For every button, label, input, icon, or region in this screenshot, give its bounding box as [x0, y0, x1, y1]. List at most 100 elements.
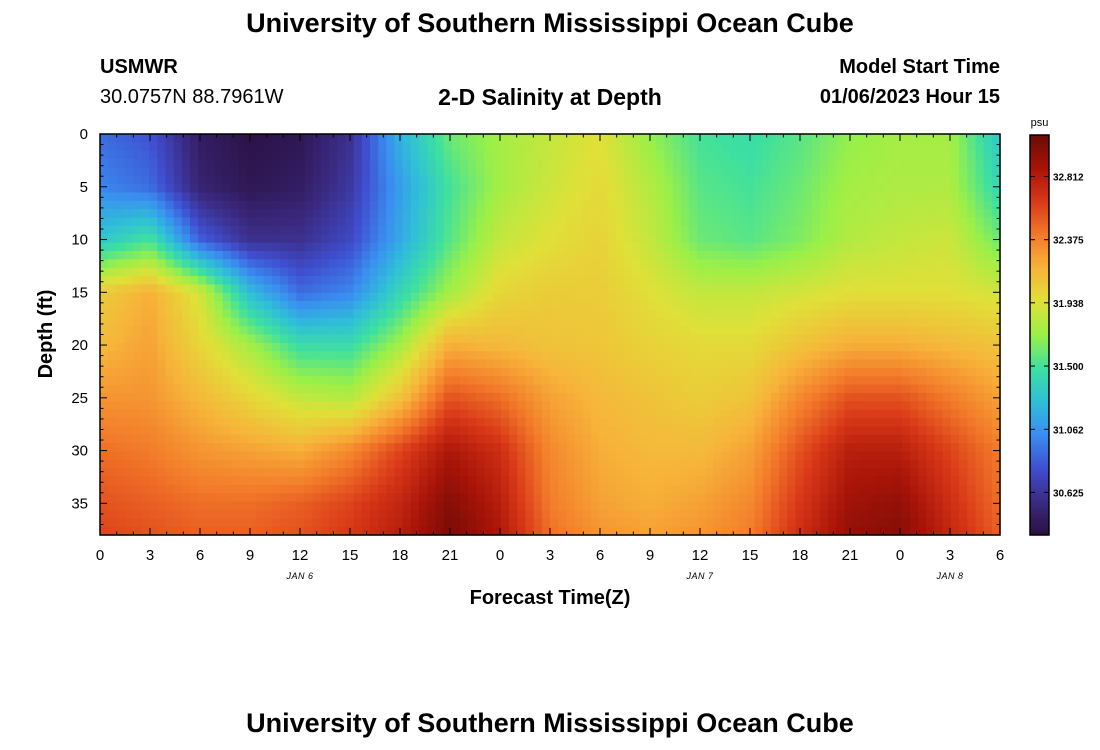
heatmap-cell: [198, 484, 207, 494]
heatmap-cell: [116, 259, 126, 269]
heatmap-cell: [541, 443, 551, 453]
heatmap-cell: [386, 409, 396, 419]
heatmap-cell: [206, 376, 216, 386]
heatmap-cell: [803, 167, 813, 177]
heatmap-cell: [852, 309, 862, 319]
heatmap-cell: [157, 493, 167, 503]
heatmap-cell: [721, 175, 731, 185]
heatmap-cell: [427, 250, 437, 260]
heatmap-cell: [460, 284, 469, 294]
heatmap-cell: [329, 317, 338, 327]
heatmap-cell: [991, 309, 1001, 319]
heatmap-cell: [828, 317, 837, 327]
heatmap-cell: [247, 392, 257, 402]
heatmap-cell: [427, 276, 437, 285]
heatmap-cell: [877, 184, 887, 194]
heatmap-cell: [140, 418, 150, 427]
heatmap-cell: [975, 292, 985, 302]
heatmap-cell: [721, 142, 731, 152]
heatmap-cell: [320, 509, 330, 519]
heatmap-cell: [680, 351, 690, 361]
heatmap-cell: [607, 334, 617, 344]
heatmap-cell: [713, 392, 723, 402]
heatmap-cell: [631, 134, 641, 143]
heatmap-cell: [386, 376, 396, 386]
heatmap-cell: [934, 192, 944, 202]
heatmap-cell: [918, 409, 927, 419]
heatmap-cell: [124, 134, 134, 143]
heatmap-cell: [124, 150, 134, 160]
heatmap-cell: [918, 134, 927, 143]
heatmap-cell: [721, 326, 731, 336]
heatmap-cell: [640, 451, 649, 461]
heatmap-cell: [460, 309, 469, 319]
heatmap-cell: [689, 501, 698, 511]
heatmap-cell: [443, 392, 453, 402]
heatmap-cell: [975, 334, 985, 344]
heatmap-cell: [680, 192, 690, 202]
heatmap-cell: [852, 259, 862, 269]
heatmap-cell: [599, 426, 608, 436]
heatmap-cell: [304, 317, 314, 327]
heatmap-cell: [296, 209, 306, 219]
heatmap-cell: [836, 317, 846, 327]
heatmap-cell: [550, 159, 559, 169]
heatmap-cell: [157, 292, 167, 302]
heatmap-cell: [607, 376, 617, 386]
heatmap-cell: [787, 376, 797, 386]
heatmap-cell: [541, 468, 551, 478]
heatmap-cell: [353, 184, 363, 194]
heatmap-cell: [435, 484, 445, 494]
heatmap-cell: [926, 367, 936, 377]
heatmap-cell: [329, 250, 338, 260]
heatmap-cell: [263, 434, 273, 444]
heatmap-cell: [877, 175, 887, 185]
heatmap-cell: [918, 401, 927, 411]
heatmap-cell: [959, 200, 968, 210]
heatmap-cell: [910, 401, 919, 411]
heatmap-cell: [378, 409, 387, 419]
heatmap-cell: [157, 234, 167, 244]
heatmap-cell: [672, 493, 682, 503]
heatmap-cell: [615, 175, 625, 185]
heatmap-cell: [149, 334, 158, 344]
heatmap-cell: [705, 292, 715, 302]
heatmap-cell: [214, 301, 224, 311]
heatmap-cell: [787, 351, 797, 361]
heatmap-cell: [541, 351, 551, 361]
heatmap-cell: [509, 359, 518, 369]
heatmap-cell: [288, 359, 297, 369]
heatmap-cell: [680, 443, 690, 453]
heatmap-cell: [869, 326, 878, 336]
heatmap-cell: [811, 309, 821, 319]
heatmap-cell: [975, 484, 985, 494]
heatmap-cell: [795, 443, 805, 453]
heatmap-cell: [312, 217, 322, 227]
heatmap-cell: [967, 326, 977, 336]
heatmap-cell: [132, 225, 142, 235]
heatmap-cell: [877, 334, 887, 344]
heatmap-cell: [124, 292, 134, 302]
heatmap-cell: [631, 392, 641, 402]
heatmap-cell: [230, 150, 240, 160]
heatmap-cell: [206, 434, 216, 444]
heatmap-cell: [615, 401, 625, 411]
heatmap-cell: [214, 317, 224, 327]
heatmap-cell: [533, 234, 543, 244]
heatmap-cell: [926, 150, 936, 160]
heatmap-cell: [239, 367, 248, 377]
heatmap-cell: [582, 200, 592, 210]
heatmap-cell: [918, 250, 927, 260]
heatmap-cell: [394, 159, 404, 169]
heatmap-cell: [190, 225, 199, 235]
heatmap-cell: [550, 468, 559, 478]
heatmap-cell: [271, 200, 281, 210]
heatmap-cell: [206, 409, 216, 419]
heatmap-cell: [410, 501, 420, 511]
heatmap-cell: [419, 409, 428, 419]
heatmap-cell: [435, 259, 445, 269]
heatmap-cell: [959, 184, 968, 194]
heatmap-cell: [427, 292, 437, 302]
heatmap-cell: [852, 284, 862, 294]
heatmap-cell: [672, 159, 682, 169]
